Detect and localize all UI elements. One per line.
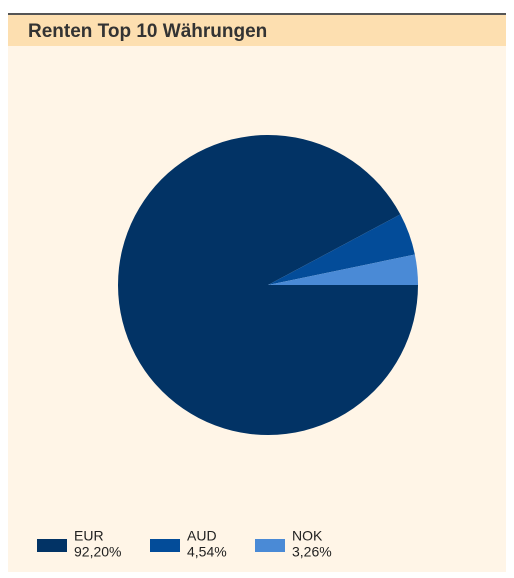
legend-swatch bbox=[255, 539, 285, 552]
pie-slice bbox=[268, 214, 415, 285]
legend-value: 3,26% bbox=[292, 544, 332, 560]
legend-swatch bbox=[150, 539, 180, 552]
legend-value: 4,54% bbox=[187, 544, 227, 560]
legend-label: AUD bbox=[187, 528, 217, 544]
legend-label: EUR bbox=[74, 528, 104, 544]
title-bar bbox=[8, 14, 506, 46]
pie-slice bbox=[268, 254, 418, 285]
legend-label: NOK bbox=[292, 528, 323, 544]
chart-title: Renten Top 10 Währungen bbox=[28, 21, 267, 42]
legend-value: 92,20% bbox=[74, 544, 121, 560]
legend-swatch bbox=[37, 539, 67, 552]
